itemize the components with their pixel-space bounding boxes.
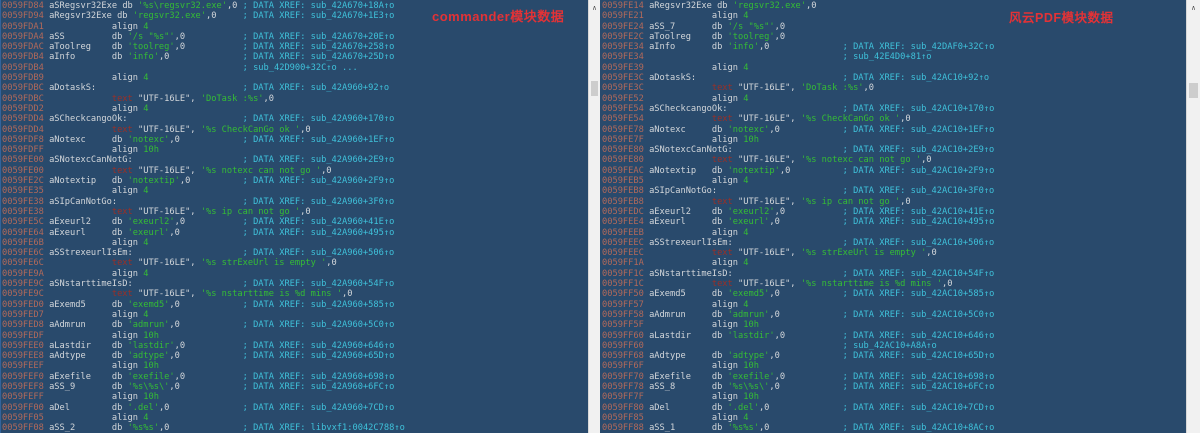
asm-line[interactable]: 0059FEFF align 10h <box>2 392 159 403</box>
asm-line[interactable]: 0059FF6F align 10h <box>602 361 759 372</box>
asm-line[interactable]: 0059FE6C text "UTF-16LE", '%s strExeUrl … <box>2 258 337 269</box>
asm-line[interactable]: 0059FE9A align 4 <box>2 268 149 279</box>
asm-line[interactable]: 0059FE64 aExeurl db 'exeurl',0 ; DATA XR… <box>2 227 395 238</box>
asm-line[interactable]: 0059FEE4 aExeurl db 'exeurl',0 ; DATA XR… <box>602 217 995 228</box>
module-annotation-left: commander模块数据 <box>432 9 565 24</box>
left-panel-scrollbar[interactable]: ∧ <box>588 0 600 433</box>
asm-line[interactable]: 0059FF68 aAdtype db 'adtype',0 ; DATA XR… <box>602 351 995 362</box>
asm-line[interactable]: 0059FF1C text "UTF-16LE", '%s nstarttime… <box>602 279 953 290</box>
asm-line[interactable]: 0059FF08 aSS_2 db '%s%s',0 ; DATA XREF: … <box>2 423 405 433</box>
asm-line[interactable]: 0059FEEC text "UTF-16LE", '%s strExeUrl … <box>602 248 937 259</box>
asm-line[interactable]: 0059FF78 aSS_8 db '%s\%s\',0 ; DATA XREF… <box>602 381 995 392</box>
asm-line[interactable]: 0059FE39 align 4 <box>602 62 749 73</box>
asm-line[interactable]: 0059FF05 align 4 <box>2 412 149 423</box>
asm-line[interactable]: 0059FE54 aSCheckcangoOk: ; DATA XREF: su… <box>602 103 995 114</box>
right-panel-scrollbar[interactable]: ∧ <box>1186 0 1200 433</box>
asm-line[interactable]: 0059FE34 ; sub_42E4D0+81↑o <box>602 52 932 63</box>
asm-line[interactable]: 0059FEDC aExeurl2 db 'exeurl2',0 ; DATA … <box>602 206 995 217</box>
right-disassembly-panel: 0059FE14 aRegsvr32Exe db 'regsvr32.exe',… <box>600 0 1186 433</box>
asm-line[interactable]: 0059FF58 aAdmrun db 'admrun',0 ; DATA XR… <box>602 309 995 320</box>
asm-line[interactable]: 0059FF60 aLastdir db 'lastdir',0 ; DATA … <box>602 330 995 341</box>
asm-line[interactable]: 0059FEE8 aAdtype db 'adtype',0 ; DATA XR… <box>2 351 395 362</box>
asm-line[interactable]: 0059FDB4 aInfo db 'info',0 ; DATA XREF: … <box>2 52 395 63</box>
asm-line[interactable]: 0059FF7F align 10h <box>602 392 759 403</box>
asm-line[interactable]: 0059FE38 text "UTF-16LE", '%s ip can not… <box>2 206 311 217</box>
asm-line[interactable]: 0059FE14 aRegsvr32Exe db 'regsvr32.exe',… <box>602 1 817 11</box>
asm-line[interactable]: 0059FEF8 aSS_9 db '%s\%s\',0 ; DATA XREF… <box>2 381 395 392</box>
asm-line[interactable]: 0059FDAC aToolreg db 'toolreg',0 ; DATA … <box>2 42 395 53</box>
asm-line[interactable]: 0059FDB9 align 4 <box>2 73 149 84</box>
asm-line[interactable]: 0059FF1A align 4 <box>602 258 749 269</box>
asm-line[interactable]: 0059FE21 align 4 <box>602 11 749 22</box>
asm-line[interactable]: 0059FDA4 aSS db '/s "%s"',0 ; DATA XREF:… <box>2 31 395 42</box>
asm-line[interactable]: 0059FD84 aSRegsvr32Exe db '%s\regsvr32.e… <box>2 1 395 11</box>
asm-line[interactable]: 0059FE6C aSStrexeurlIsEm: ; DATA XREF: s… <box>2 248 395 259</box>
left-disassembly-panel: 0059FD84 aSRegsvr32Exe db '%s\regsvr32.e… <box>0 0 588 433</box>
asm-line[interactable]: 0059FE00 aSNotexcCanNotG: ; DATA XREF: s… <box>2 155 395 166</box>
asm-line[interactable]: 0059FEEB align 4 <box>602 227 749 238</box>
asm-line[interactable]: 0059FF00 aDel db '.del',0 ; DATA XREF: s… <box>2 402 395 413</box>
asm-line[interactable]: 0059FE2C aToolreg db 'toolreg',0 <box>602 31 786 42</box>
scroll-up-button[interactable]: ∧ <box>1187 0 1200 16</box>
asm-line[interactable]: 0059FEF0 aExefile db 'exefile',0 ; DATA … <box>2 371 395 382</box>
asm-line[interactable]: 0059FE54 text "UTF-16LE", '%s CheckCanGo… <box>602 114 911 125</box>
asm-line[interactable]: 0059FE80 aSNotexcCanNotG: ; DATA XREF: s… <box>602 145 995 156</box>
asm-line[interactable]: 0059FF60 ; sub_42AC10+A8A↑o <box>602 340 937 351</box>
module-annotation-right: 风云PDF模块数据 <box>1009 11 1114 25</box>
asm-line[interactable]: 0059FF57 align 4 <box>602 299 749 310</box>
asm-line[interactable]: 0059FE52 align 4 <box>602 93 749 104</box>
asm-line[interactable]: 0059FE5C aExeurl2 db 'exeurl2',0 ; DATA … <box>2 217 395 228</box>
asm-line[interactable]: 0059FDF8 aNotexc db 'notexc',0 ; DATA XR… <box>2 134 395 145</box>
asm-line[interactable]: 0059FE3C aDotaskS: ; DATA XREF: sub_42AC… <box>602 73 990 84</box>
asm-line[interactable]: 0059FDBC text "UTF-16LE", 'DoTask :%s',0 <box>2 93 274 104</box>
asm-line[interactable]: 0059FDA1 align 4 <box>2 21 149 32</box>
asm-line[interactable]: 0059FEAC aNotextip db 'notextip',0 ; DAT… <box>602 165 995 176</box>
asm-line[interactable]: 0059FDB4 ; sub_42D900+32C↑o ... <box>2 62 358 73</box>
asm-line[interactable]: 0059FEE0 aLastdir db 'lastdir',0 ; DATA … <box>2 340 395 351</box>
scrollbar-thumb[interactable] <box>591 81 598 96</box>
asm-line[interactable]: 0059FEEF align 10h <box>2 361 159 372</box>
asm-line[interactable]: 0059FEB8 aSIpCanNotGo: ; DATA XREF: sub_… <box>602 186 995 197</box>
asm-line[interactable]: 0059FDBC aDotaskS: ; DATA XREF: sub_42A9… <box>2 83 390 94</box>
asm-line[interactable]: 0059FE9C text "UTF-16LE", '%s nstarttime… <box>2 289 353 300</box>
asm-line[interactable]: 0059FDD4 text "UTF-16LE", '%s CheckCanGo… <box>2 124 311 135</box>
asm-line[interactable]: 0059FEB8 text "UTF-16LE", '%s ip can not… <box>602 196 911 207</box>
asm-line[interactable]: 0059FE34 aInfo db 'info',0 ; DATA XREF: … <box>602 42 995 53</box>
asm-line[interactable]: 0059FED0 aExemd5 db 'exemd5',0 ; DATA XR… <box>2 299 395 310</box>
chevron-up-icon: ∧ <box>1191 4 1196 12</box>
asm-line[interactable]: 0059FF88 aSS_1 db '%s%s',0 ; DATA XREF: … <box>602 423 995 433</box>
asm-line[interactable]: 0059FF1C aSNstarttimeIsD: ; DATA XREF: s… <box>602 268 995 279</box>
asm-line[interactable]: 0059FE24 aSS_7 db '/s "%s"',0 <box>602 21 786 32</box>
asm-line[interactable]: 0059FF70 aExefile db 'exefile',0 ; DATA … <box>602 371 995 382</box>
asm-line[interactable]: 0059FE6B align 4 <box>2 237 149 248</box>
asm-line[interactable]: 0059FDFF align 10h <box>2 145 159 156</box>
asm-line[interactable]: 0059FEEC aSStrexeurlIsEm: ; DATA XREF: s… <box>602 237 995 248</box>
asm-line[interactable]: 0059FE78 aNotexc db 'notexc',0 ; DATA XR… <box>602 124 995 135</box>
asm-line[interactable]: 0059FE9C aSNstarttimeIsD: ; DATA XREF: s… <box>2 279 395 290</box>
asm-line[interactable]: 0059FE7F align 10h <box>602 134 759 145</box>
asm-line[interactable]: 0059FE80 text "UTF-16LE", '%s notexc can… <box>602 155 932 166</box>
asm-line[interactable]: 0059FEDF align 10h <box>2 330 159 341</box>
asm-line[interactable]: 0059FE3C text "UTF-16LE", 'DoTask :%s',0 <box>602 83 874 94</box>
asm-line[interactable]: 0059FEB5 align 4 <box>602 176 749 187</box>
scroll-up-button[interactable]: ∧ <box>589 0 600 16</box>
asm-line[interactable]: 0059FE38 aSIpCanNotGo: ; DATA XREF: sub_… <box>2 196 395 207</box>
scrollbar-thumb[interactable] <box>1189 83 1198 98</box>
asm-line[interactable]: 0059FF85 align 4 <box>602 412 749 423</box>
asm-line[interactable]: 0059FE2C aNotextip db 'notextip',0 ; DAT… <box>2 176 395 187</box>
asm-line[interactable]: 0059FD94 aRegsvr32Exe db 'regsvr32.exe',… <box>2 11 395 22</box>
asm-line[interactable]: 0059FF80 aDel db '.del',0 ; DATA XREF: s… <box>602 402 995 413</box>
asm-line[interactable]: 0059FDD4 aSCheckcangoOk: ; DATA XREF: su… <box>2 114 395 125</box>
asm-line[interactable]: 0059FED8 aAdmrun db 'admrun',0 ; DATA XR… <box>2 320 395 331</box>
asm-line[interactable]: 0059FF5F align 10h <box>602 320 759 331</box>
asm-line[interactable]: 0059FE35 align 4 <box>2 186 149 197</box>
asm-line[interactable]: 0059FDD2 align 4 <box>2 103 149 114</box>
asm-line[interactable]: 0059FF50 aExemd5 db 'exemd5',0 ; DATA XR… <box>602 289 995 300</box>
asm-line[interactable]: 0059FED7 align 4 <box>2 309 149 320</box>
asm-line[interactable]: 0059FE00 text "UTF-16LE", '%s notexc can… <box>2 165 332 176</box>
chevron-up-icon: ∧ <box>592 4 597 12</box>
